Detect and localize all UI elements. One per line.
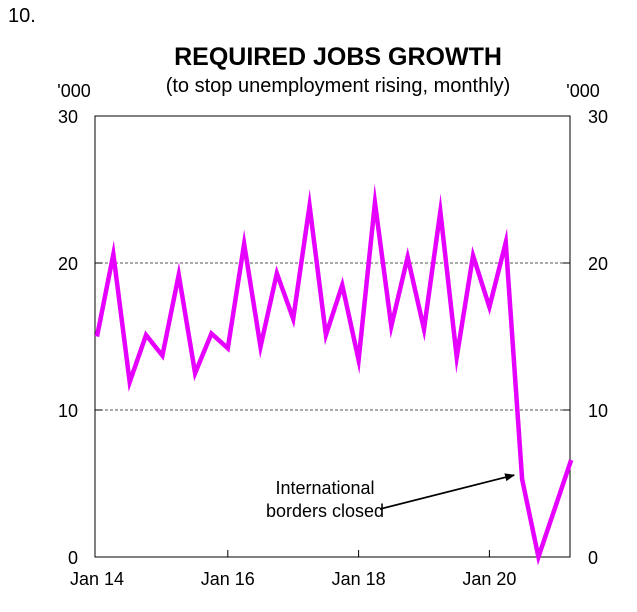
plot-frame: [94, 115, 571, 558]
y-tick-label-left: 10: [58, 401, 78, 421]
x-tick-label: Jan 14: [70, 569, 124, 589]
y-axis-labels: 0 0 10 10 20 20 30 30: [58, 107, 608, 568]
y-tick-label-left: 30: [58, 107, 78, 127]
chart-title: REQUIRED JOBS GROWTH: [174, 43, 502, 71]
annotation-arrow: [379, 473, 516, 510]
x-tick-label: Jan 16: [201, 569, 255, 589]
gridlines: [95, 262, 570, 411]
chart-subtitle: (to stop unemployment rising, monthly): [166, 75, 511, 97]
unit-label-left: '000: [57, 81, 90, 101]
unit-label-right: '000: [566, 81, 599, 101]
x-tick-label: Jan 18: [332, 569, 386, 589]
x-axis-labels: Jan 14 Jan 16 Jan 18 Jan 20: [70, 569, 516, 589]
y-tick-label-right: 20: [588, 254, 608, 274]
annotation-line-1: International: [275, 478, 374, 498]
series-group: [94, 183, 574, 566]
x-tick-label: Jan 20: [462, 569, 516, 589]
annotation: International borders closed: [266, 473, 516, 521]
y-tick-label-left: 0: [68, 548, 78, 568]
annotation-line-2: borders closed: [266, 501, 384, 521]
y-tick-label-right: 10: [588, 401, 608, 421]
series-line: [94, 183, 574, 566]
y-tick-label-right: 30: [588, 107, 608, 127]
figure-number: 10.: [8, 5, 36, 27]
y-tick-label-right: 0: [588, 548, 598, 568]
y-tick-label-left: 20: [58, 254, 78, 274]
